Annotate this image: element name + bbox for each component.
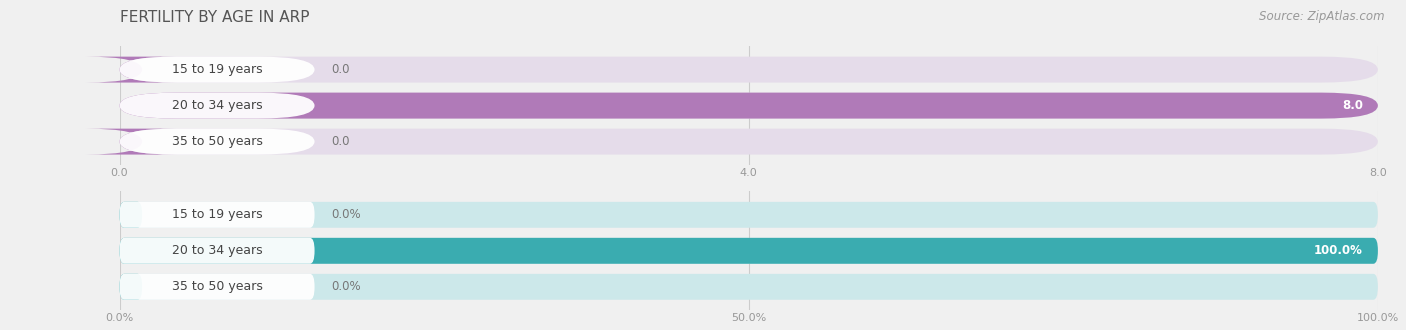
Text: FERTILITY BY AGE IN ARP: FERTILITY BY AGE IN ARP	[120, 10, 309, 25]
Text: 20 to 34 years: 20 to 34 years	[172, 244, 263, 257]
FancyBboxPatch shape	[86, 129, 176, 154]
FancyBboxPatch shape	[120, 238, 1378, 264]
Text: 35 to 50 years: 35 to 50 years	[172, 280, 263, 293]
Text: 35 to 50 years: 35 to 50 years	[172, 135, 263, 148]
Text: 15 to 19 years: 15 to 19 years	[172, 208, 263, 221]
FancyBboxPatch shape	[86, 57, 176, 82]
FancyBboxPatch shape	[120, 202, 1378, 228]
Text: 0.0: 0.0	[330, 135, 350, 148]
Text: Source: ZipAtlas.com: Source: ZipAtlas.com	[1260, 10, 1385, 23]
FancyBboxPatch shape	[120, 274, 142, 300]
FancyBboxPatch shape	[120, 129, 315, 154]
Text: 20 to 34 years: 20 to 34 years	[172, 99, 263, 112]
FancyBboxPatch shape	[120, 274, 315, 300]
Text: 100.0%: 100.0%	[1313, 244, 1362, 257]
FancyBboxPatch shape	[120, 202, 142, 228]
FancyBboxPatch shape	[120, 238, 315, 264]
FancyBboxPatch shape	[120, 57, 315, 82]
FancyBboxPatch shape	[120, 57, 1378, 82]
Text: 0.0%: 0.0%	[330, 208, 360, 221]
FancyBboxPatch shape	[120, 93, 315, 118]
FancyBboxPatch shape	[120, 129, 1378, 154]
FancyBboxPatch shape	[120, 93, 1378, 118]
Text: 15 to 19 years: 15 to 19 years	[172, 63, 263, 76]
FancyBboxPatch shape	[120, 93, 1378, 118]
FancyBboxPatch shape	[120, 202, 315, 228]
Text: 8.0: 8.0	[1341, 99, 1362, 112]
Text: 0.0: 0.0	[330, 63, 350, 76]
FancyBboxPatch shape	[120, 238, 1378, 264]
Text: 0.0%: 0.0%	[330, 280, 360, 293]
FancyBboxPatch shape	[120, 274, 1378, 300]
